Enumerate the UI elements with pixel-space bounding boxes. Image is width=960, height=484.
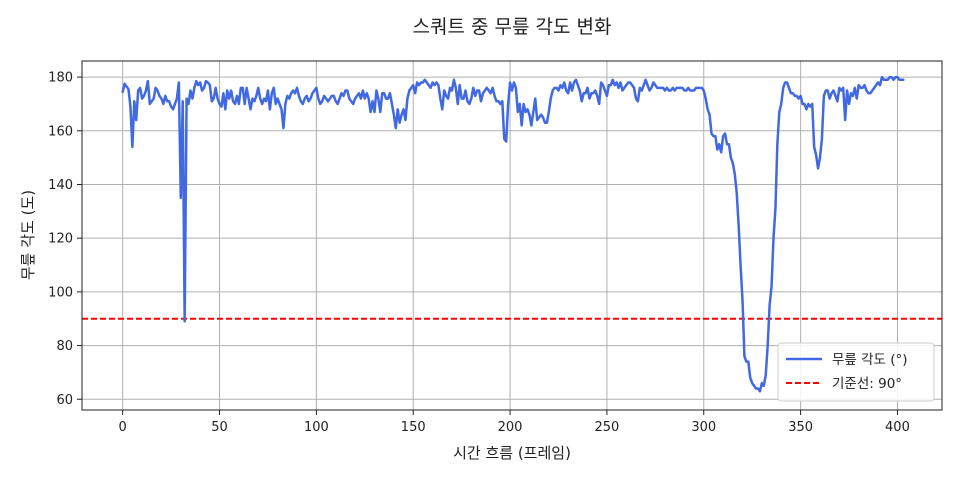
y-axis-label: 무릎 각도 (도) [19,190,37,280]
legend-label-reference: 기준선: 90° [832,376,902,392]
y-tick-label: 80 [56,339,73,354]
x-tick-label: 150 [401,420,426,435]
y-tick-label: 160 [48,124,73,139]
chart-title: 스쿼트 중 무릎 각도 변화 [413,16,612,38]
legend-label-knee-angle: 무릎 각도 (°) [832,352,908,368]
y-tick-label: 120 [48,232,73,247]
y-tick-label: 140 [48,178,73,193]
legend-box [777,342,935,402]
knee-angle-line [121,75,905,393]
x-tick-label: 400 [885,420,910,435]
series-lines [121,75,905,393]
x-axis-ticks: 0 50 100 150 200 250 300 350 400 [119,410,910,435]
x-tick-label: 200 [498,420,523,435]
x-tick-label: 0 [119,420,127,435]
x-tick-label: 250 [594,420,619,435]
x-tick-label: 50 [211,420,228,435]
y-tick-label: 60 [56,393,73,408]
plot-frame [81,60,943,411]
x-tick-label: 350 [788,420,813,435]
legend: 무릎 각도 (°) 기준선: 90° [777,342,935,402]
x-tick-label: 300 [691,420,716,435]
y-tick-label: 100 [48,285,73,300]
x-tick-label: 100 [304,420,329,435]
x-axis-label: 시간 흐름 (프레임) [453,444,571,462]
y-tick-label: 180 [48,71,73,86]
y-axis-ticks: 60 80 100 120 140 160 180 [48,71,82,408]
